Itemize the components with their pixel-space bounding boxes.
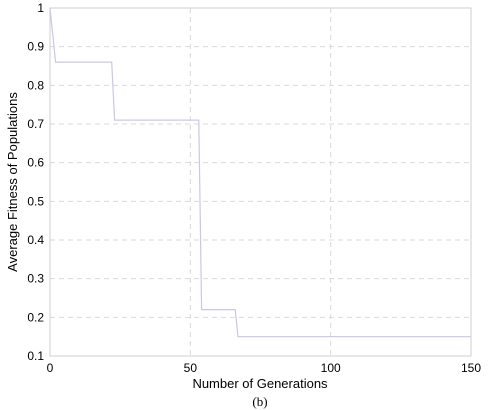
x-axis-title: Number of Generations <box>192 376 328 391</box>
y-tick-labels: 0.1 0.2 0.3 0.4 0.5 0.6 0.7 0.8 0.9 1 <box>27 1 44 363</box>
x-tick-label: 0 <box>47 361 54 375</box>
y-tick-label: 0.3 <box>27 272 44 286</box>
y-tick-label: 0.5 <box>27 194 44 208</box>
x-tick-labels: 0 50 100 150 <box>47 361 482 375</box>
grid-lines <box>50 8 471 356</box>
x-tick-label: 50 <box>184 361 198 375</box>
y-tick-label: 0.2 <box>27 310 44 324</box>
y-tick-label: 1 <box>37 1 44 15</box>
y-tick-label: 0.6 <box>27 156 44 170</box>
series-group <box>49 7 471 338</box>
y-axis-title: Average Fitness of Populations <box>5 92 20 272</box>
series-line <box>49 7 471 338</box>
x-tick-label: 100 <box>321 361 341 375</box>
x-tick-label: 150 <box>461 361 481 375</box>
plot-frame <box>49 7 472 357</box>
y-tick-label: 0.7 <box>27 117 44 131</box>
y-tick-label: 0.1 <box>27 349 44 363</box>
plot-background <box>50 8 471 356</box>
y-tick-label: 0.8 <box>27 78 44 92</box>
y-tick-label: 0.9 <box>27 40 44 54</box>
figure-caption: (b) <box>252 394 267 409</box>
y-tick-label: 0.4 <box>27 233 44 247</box>
